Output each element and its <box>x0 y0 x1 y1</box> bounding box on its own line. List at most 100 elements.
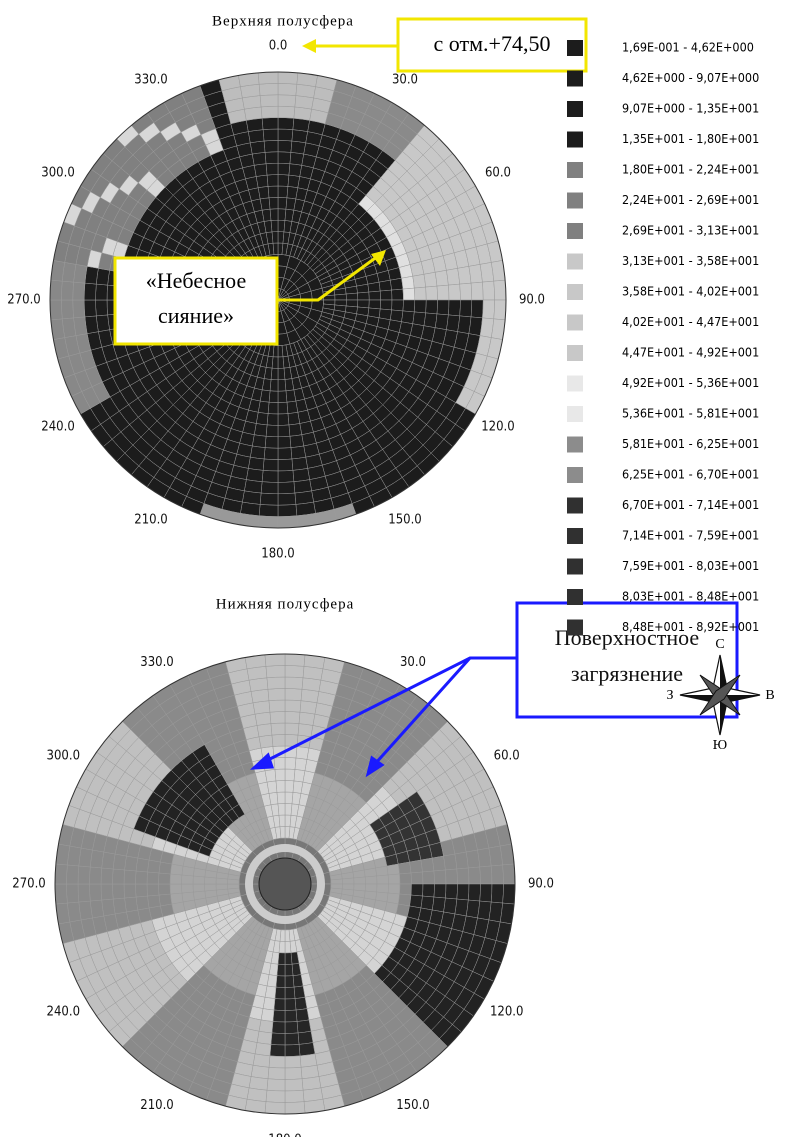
cell <box>259 492 279 506</box>
cell <box>345 292 359 301</box>
cell <box>261 470 279 483</box>
cell <box>89 849 105 869</box>
cell <box>135 895 150 911</box>
cell <box>446 268 460 286</box>
cell <box>271 231 279 244</box>
south: Ю <box>713 738 727 753</box>
cell <box>277 424 291 438</box>
cell <box>277 515 299 529</box>
cell <box>364 883 378 893</box>
cell <box>83 282 97 301</box>
legend-swatch <box>567 223 583 239</box>
legend-label: 2,24E+001 - 2,69E+001 <box>622 192 759 207</box>
cell <box>288 423 303 437</box>
angle-label: 270.0 <box>7 293 40 308</box>
cell <box>292 468 310 482</box>
cell <box>443 853 458 871</box>
cell <box>135 857 150 873</box>
angle-label: 330.0 <box>134 73 167 88</box>
legend-label: 9,07E+000 - 1,35E+001 <box>622 101 759 116</box>
cell <box>284 1067 303 1080</box>
angle-label: 120.0 <box>490 1005 523 1020</box>
cell <box>54 883 68 905</box>
cell <box>389 277 404 291</box>
cell <box>284 941 292 954</box>
cell <box>244 106 263 121</box>
cell <box>277 197 288 210</box>
cell <box>77 865 91 885</box>
cell <box>95 299 108 317</box>
legend-label: 5,81E+001 - 6,25E+001 <box>622 436 759 451</box>
cell <box>284 975 295 988</box>
cell <box>277 481 296 495</box>
cell <box>158 893 173 907</box>
angle-label: 240.0 <box>47 1005 80 1020</box>
cell <box>431 855 446 872</box>
cell <box>251 152 267 166</box>
cell <box>284 929 291 942</box>
legend-swatch <box>567 284 583 300</box>
angle-label: 150.0 <box>388 512 421 527</box>
legend-label: 7,14E+001 - 7,59E+001 <box>622 528 759 543</box>
cell <box>387 873 401 885</box>
cell <box>158 883 171 896</box>
cell <box>268 197 279 210</box>
cell <box>436 284 450 301</box>
legend-label: 6,25E+001 - 6,70E+001 <box>622 467 759 482</box>
angle-label: 90.0 <box>519 293 545 308</box>
cell <box>264 769 277 783</box>
cell <box>289 152 305 166</box>
cell <box>89 866 102 885</box>
legend-swatch <box>567 101 583 117</box>
cell <box>259 197 271 211</box>
cell <box>272 1009 286 1023</box>
cell <box>296 1019 312 1034</box>
cell <box>292 118 310 132</box>
cell <box>266 780 278 794</box>
cell <box>287 411 301 426</box>
cell <box>284 1021 299 1034</box>
cell <box>277 185 289 199</box>
cell <box>378 279 392 292</box>
cell <box>158 872 171 885</box>
cell <box>433 883 447 899</box>
label: сияние» <box>158 303 234 328</box>
cell <box>468 883 481 902</box>
legend-swatch <box>567 497 583 514</box>
cell <box>253 423 268 437</box>
cell <box>434 313 449 330</box>
cell <box>277 71 299 85</box>
cell <box>277 128 294 142</box>
legend-swatch <box>567 314 583 331</box>
legend-swatch <box>567 406 583 422</box>
legend-label: 4,02E+001 - 4,47E+001 <box>622 314 759 329</box>
cell <box>277 105 296 119</box>
cell <box>248 129 265 144</box>
angle-label: 210.0 <box>134 512 167 527</box>
cell <box>265 1089 286 1103</box>
cell <box>260 481 279 495</box>
cell <box>284 688 303 701</box>
cell <box>277 458 294 472</box>
cell <box>277 117 295 130</box>
cell <box>169 873 183 885</box>
cell <box>101 851 116 870</box>
cell <box>244 479 263 494</box>
cell <box>267 401 279 415</box>
cell <box>192 883 206 893</box>
cell <box>112 897 127 915</box>
legend-swatch <box>567 253 583 270</box>
cell <box>391 288 404 301</box>
cell <box>379 299 393 311</box>
cell <box>422 883 435 898</box>
cell <box>277 367 286 381</box>
cell <box>204 883 217 892</box>
cell <box>269 1044 286 1057</box>
cell <box>443 897 458 915</box>
cell <box>493 279 507 301</box>
cell <box>402 299 416 313</box>
cell <box>267 185 279 199</box>
cell <box>135 870 148 885</box>
cell <box>277 436 292 449</box>
angle-label: 60.0 <box>485 166 511 181</box>
